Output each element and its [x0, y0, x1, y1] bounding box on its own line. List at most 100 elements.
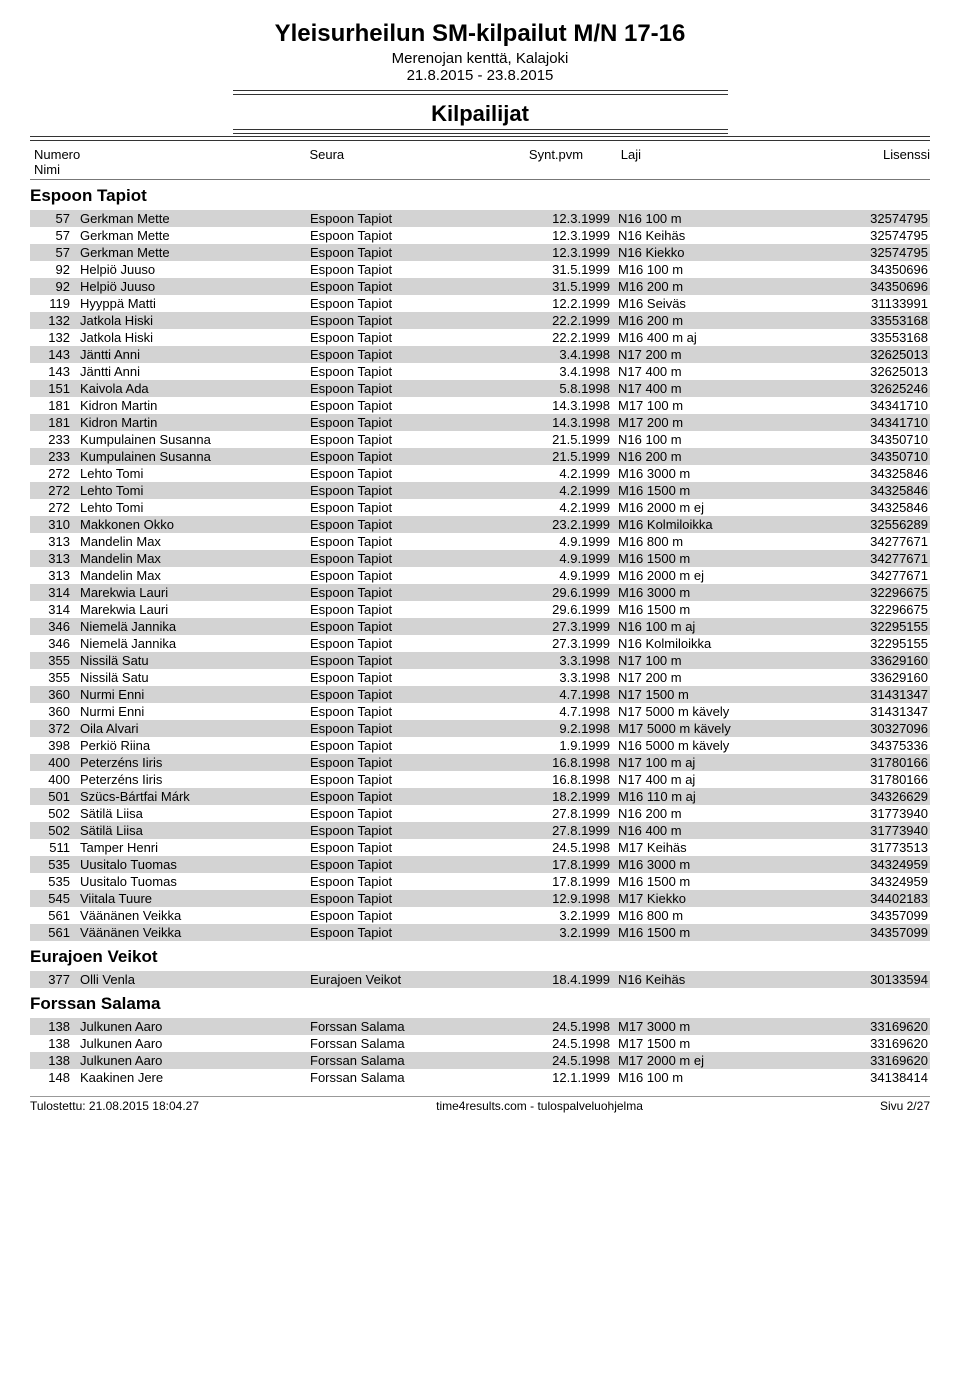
cell-num: 400 [30, 772, 76, 787]
cell-club: Espoon Tapiot [310, 398, 530, 413]
page-title: Yleisurheilun SM-kilpailut M/N 17-16 [30, 20, 930, 48]
cell-name: Kumpulainen Susanna [76, 449, 310, 464]
cell-lic: 34324959 [828, 857, 928, 872]
cell-lic: 34277671 [828, 568, 928, 583]
cell-num: 313 [30, 534, 76, 549]
cell-lic: 32625013 [828, 347, 928, 362]
cell-event: M16 100 m [610, 262, 828, 277]
cell-lic: 34341710 [828, 398, 928, 413]
cell-num: 561 [30, 908, 76, 923]
cell-club: Espoon Tapiot [310, 347, 530, 362]
cell-lic: 34277671 [828, 534, 928, 549]
cell-lic: 31780166 [828, 755, 928, 770]
cell-club: Espoon Tapiot [310, 330, 530, 345]
cell-event: N16 Kolmiloikka [610, 636, 828, 651]
cell-lic: 31773940 [828, 823, 928, 838]
cell-event: M17 1500 m [610, 1036, 828, 1051]
table-row: 148Kaakinen JereForssan Salama12.1.1999M… [30, 1069, 930, 1086]
cell-event: N17 400 m aj [610, 772, 828, 787]
cell-lic: 31133991 [828, 296, 928, 311]
cell-lic: 33553168 [828, 313, 928, 328]
cell-event: N17 5000 m kävely [610, 704, 828, 719]
cell-name: Kumpulainen Susanna [76, 432, 310, 447]
cell-dob: 21.5.1999 [530, 449, 610, 464]
cell-lic: 33169620 [828, 1019, 928, 1034]
cell-lic: 30133594 [828, 972, 928, 987]
venue: Merenojan kenttä, Kalajoki [30, 50, 930, 67]
cell-event: N17 100 m aj [610, 755, 828, 770]
cell-event: M16 2000 m ej [610, 500, 828, 515]
cell-event: M16 800 m [610, 908, 828, 923]
cell-num: 561 [30, 925, 76, 940]
cell-event: N16 Kiekko [610, 245, 828, 260]
cell-name: Mandelin Max [76, 568, 310, 583]
cell-dob: 5.8.1998 [530, 381, 610, 396]
cell-event: N16 200 m [610, 449, 828, 464]
cell-dob: 4.2.1999 [530, 500, 610, 515]
table-row: 535Uusitalo TuomasEspoon Tapiot17.8.1999… [30, 873, 930, 890]
cell-dob: 14.3.1998 [530, 398, 610, 413]
cell-event: N16 200 m [610, 806, 828, 821]
cell-dob: 12.2.1999 [530, 296, 610, 311]
cell-dob: 16.8.1998 [530, 772, 610, 787]
col-num: Numero [34, 147, 80, 162]
cell-club: Espoon Tapiot [310, 891, 530, 906]
table-row: 360Nurmi EnniEspoon Tapiot4.7.1998N17 15… [30, 686, 930, 703]
cell-num: 400 [30, 755, 76, 770]
cell-name: Jäntti Anni [76, 347, 310, 362]
cell-dob: 17.8.1999 [530, 874, 610, 889]
cell-num: 501 [30, 789, 76, 804]
cell-dob: 31.5.1999 [530, 262, 610, 277]
cell-lic: 31431347 [828, 687, 928, 702]
cell-club: Espoon Tapiot [310, 840, 530, 855]
cell-name: Niemelä Jannika [76, 636, 310, 651]
cell-club: Espoon Tapiot [310, 823, 530, 838]
table-row: 132Jatkola HiskiEspoon Tapiot22.2.1999M1… [30, 312, 930, 329]
table-row: 313Mandelin MaxEspoon Tapiot4.9.1999M16 … [30, 567, 930, 584]
cell-name: Oila Alvari [76, 721, 310, 736]
cell-num: 132 [30, 330, 76, 345]
table-row: 92Helpiö JuusoEspoon Tapiot31.5.1999M16 … [30, 278, 930, 295]
cell-club: Espoon Tapiot [310, 653, 530, 668]
cell-num: 57 [30, 245, 76, 260]
cell-name: Makkonen Okko [76, 517, 310, 532]
cell-name: Jatkola Hiski [76, 313, 310, 328]
cell-dob: 18.4.1999 [530, 972, 610, 987]
cell-num: 314 [30, 602, 76, 617]
cell-dob: 3.3.1998 [530, 653, 610, 668]
cell-num: 535 [30, 874, 76, 889]
cell-event: N16 Keihäs [610, 972, 828, 987]
cell-event: M16 1500 m [610, 551, 828, 566]
cell-club: Espoon Tapiot [310, 721, 530, 736]
cell-dob: 17.8.1999 [530, 857, 610, 872]
cell-club: Forssan Salama [310, 1070, 530, 1085]
table-row: 138Julkunen AaroForssan Salama24.5.1998M… [30, 1018, 930, 1035]
cell-name: Lehto Tomi [76, 483, 310, 498]
cell-dob: 4.7.1998 [530, 704, 610, 719]
cell-num: 272 [30, 500, 76, 515]
cell-club: Espoon Tapiot [310, 228, 530, 243]
cell-num: 398 [30, 738, 76, 753]
footer-page: Sivu 2/27 [880, 1099, 930, 1113]
cell-event: M17 100 m [610, 398, 828, 413]
cell-name: Mandelin Max [76, 551, 310, 566]
table-row: 310Makkonen OkkoEspoon Tapiot23.2.1999M1… [30, 516, 930, 533]
cell-num: 310 [30, 517, 76, 532]
cell-club: Espoon Tapiot [310, 500, 530, 515]
section-title: Kilpailijat [30, 101, 930, 127]
cell-name: Nurmi Enni [76, 704, 310, 719]
cell-club: Espoon Tapiot [310, 211, 530, 226]
cell-name: Jäntti Anni [76, 364, 310, 379]
cell-club: Espoon Tapiot [310, 381, 530, 396]
club-heading: Forssan Salama [30, 994, 930, 1014]
cell-name: Nissilä Satu [76, 653, 310, 668]
cell-event: M16 800 m [610, 534, 828, 549]
cell-name: Hyyppä Matti [76, 296, 310, 311]
table-row: 314Marekwia LauriEspoon Tapiot29.6.1999M… [30, 584, 930, 601]
table-row: 372Oila AlvariEspoon Tapiot9.2.1998M17 5… [30, 720, 930, 737]
divider [233, 129, 728, 134]
cell-lic: 34350710 [828, 449, 928, 464]
cell-name: Sätilä Liisa [76, 823, 310, 838]
cell-lic: 32295155 [828, 636, 928, 651]
cell-num: 502 [30, 823, 76, 838]
